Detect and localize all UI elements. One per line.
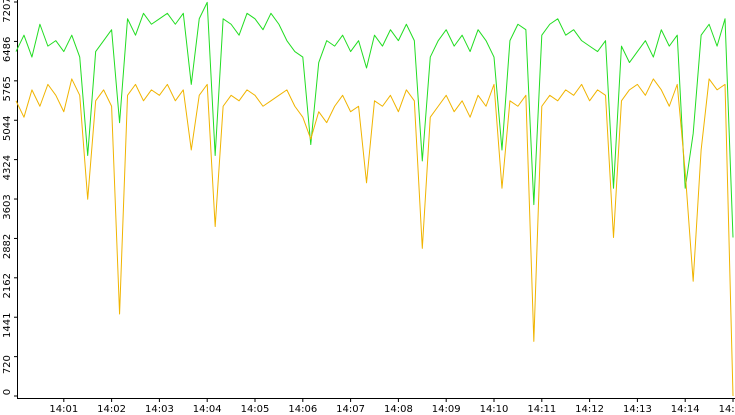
x-tick-label: 14:02	[97, 404, 126, 415]
x-tick-label: 14:09	[432, 404, 461, 415]
x-tick-label: 14:04	[193, 404, 222, 415]
x-tick-label: 14:01	[49, 404, 78, 415]
x-tick-label: 14:10	[480, 404, 509, 415]
y-tick-label: 0	[2, 389, 13, 395]
data-line	[15, 1, 734, 238]
y-tick-label: 2882	[2, 234, 13, 259]
x-tick-label: 14:15	[719, 404, 735, 415]
y-tick-label: 1441	[2, 312, 13, 337]
x-tick-label: 14:05	[241, 404, 270, 415]
x-tick-label: 14:11	[527, 404, 556, 415]
x-tick-label: 14:14	[671, 404, 700, 415]
y-tick-label: 2162	[2, 273, 13, 298]
x-tick-label: 14:07	[336, 404, 365, 415]
y-tick-label: 4324	[2, 155, 13, 180]
x-tick-label: 14:12	[575, 404, 604, 415]
x-tick-label: 14:06	[288, 404, 317, 415]
x-tick-label: 14:13	[623, 404, 652, 415]
x-tick-label: 14:08	[384, 404, 413, 415]
y-tick-label: 5765	[2, 76, 13, 101]
y-tick-label: 720	[2, 355, 13, 374]
data-line	[15, 78, 734, 397]
y-tick-label: 5044	[2, 116, 13, 141]
y-tick-label: 3603	[2, 194, 13, 219]
y-tick-label: 7207	[2, 0, 13, 23]
y-tick-label: 6486	[2, 37, 13, 62]
x-tick-label: 14:03	[145, 404, 174, 415]
